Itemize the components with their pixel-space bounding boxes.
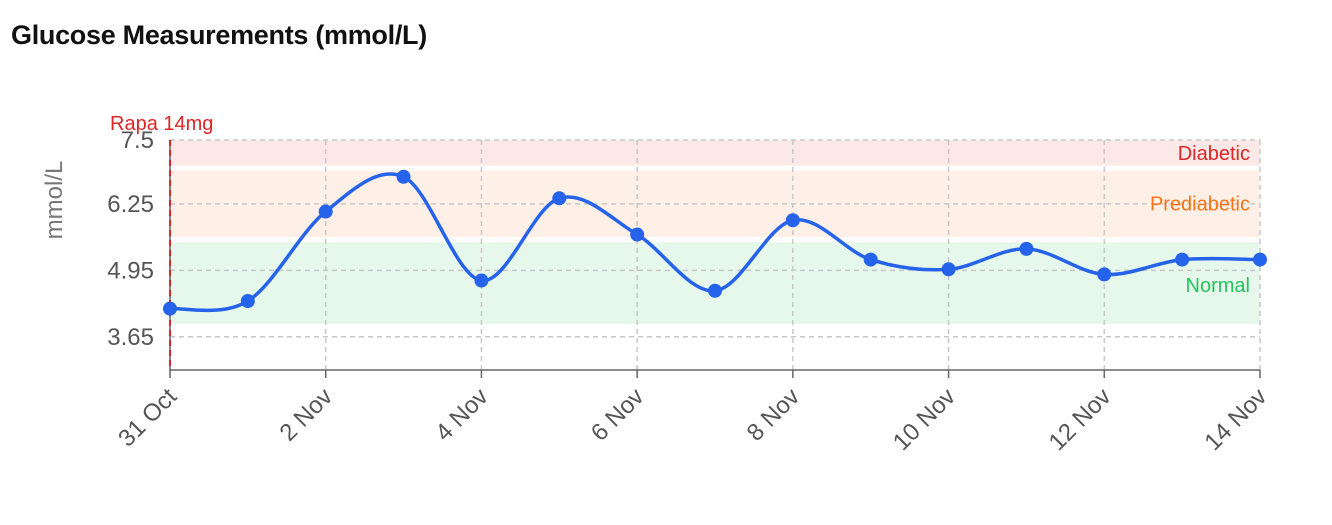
- band-diabetic: [170, 140, 1260, 166]
- y-axis-label: mmol/L: [41, 161, 68, 240]
- series-line: [168, 172, 1262, 313]
- x-tick-label: 12 Nov: [1044, 383, 1117, 456]
- data-point-4-nov: [474, 273, 489, 288]
- data-point-31-oct: [163, 301, 177, 316]
- y-tick-label: 7.5: [121, 127, 154, 154]
- data-point-11-nov: [1019, 241, 1034, 256]
- x-tick-label: 8 Nov: [742, 383, 805, 446]
- data-point-12-nov: [1097, 267, 1112, 282]
- x-tick-label: 4 Nov: [430, 383, 493, 446]
- data-point-7-nov: [708, 283, 722, 298]
- y-tick-label: 6.25: [107, 191, 154, 218]
- x-tick-label: 14 Nov: [1199, 383, 1272, 456]
- data-point-3-nov: [396, 169, 411, 184]
- band-label-prediabetic: Prediabetic: [1150, 194, 1250, 216]
- grid: [169, 139, 1261, 370]
- range-bands: [170, 140, 1260, 324]
- data-point-13-nov: [1175, 252, 1190, 267]
- chart-title: Glucose Measurements (mmol/L): [11, 20, 427, 50]
- band-label-normal: Normal: [1186, 275, 1250, 297]
- data-point-8-nov: [785, 213, 800, 228]
- x-tick-label: 31 Oct: [113, 383, 182, 452]
- data-point-6-nov: [630, 227, 645, 242]
- x-tick-label: 6 Nov: [586, 383, 649, 446]
- band-label-diabetic: Diabetic: [1178, 143, 1250, 165]
- series-points: [163, 169, 1267, 316]
- x-tick-label: 2 Nov: [275, 383, 338, 446]
- data-point-9-nov: [863, 252, 878, 267]
- marker-label: Rapa 14mg: [110, 113, 213, 135]
- data-point-14-nov: [1253, 252, 1267, 267]
- data-point-5-nov: [552, 191, 567, 206]
- series-line-path: [168, 172, 1262, 313]
- y-tick-label: 4.95: [107, 257, 154, 284]
- data-point-2-nov: [318, 204, 333, 219]
- axes: [169, 140, 1261, 378]
- band-normal: [170, 242, 1260, 324]
- data-point-1-nov: [240, 294, 255, 308]
- y-tick-label: 3.65: [107, 324, 154, 351]
- x-tick-label: 10 Nov: [888, 383, 961, 456]
- data-point-10-nov: [941, 262, 956, 277]
